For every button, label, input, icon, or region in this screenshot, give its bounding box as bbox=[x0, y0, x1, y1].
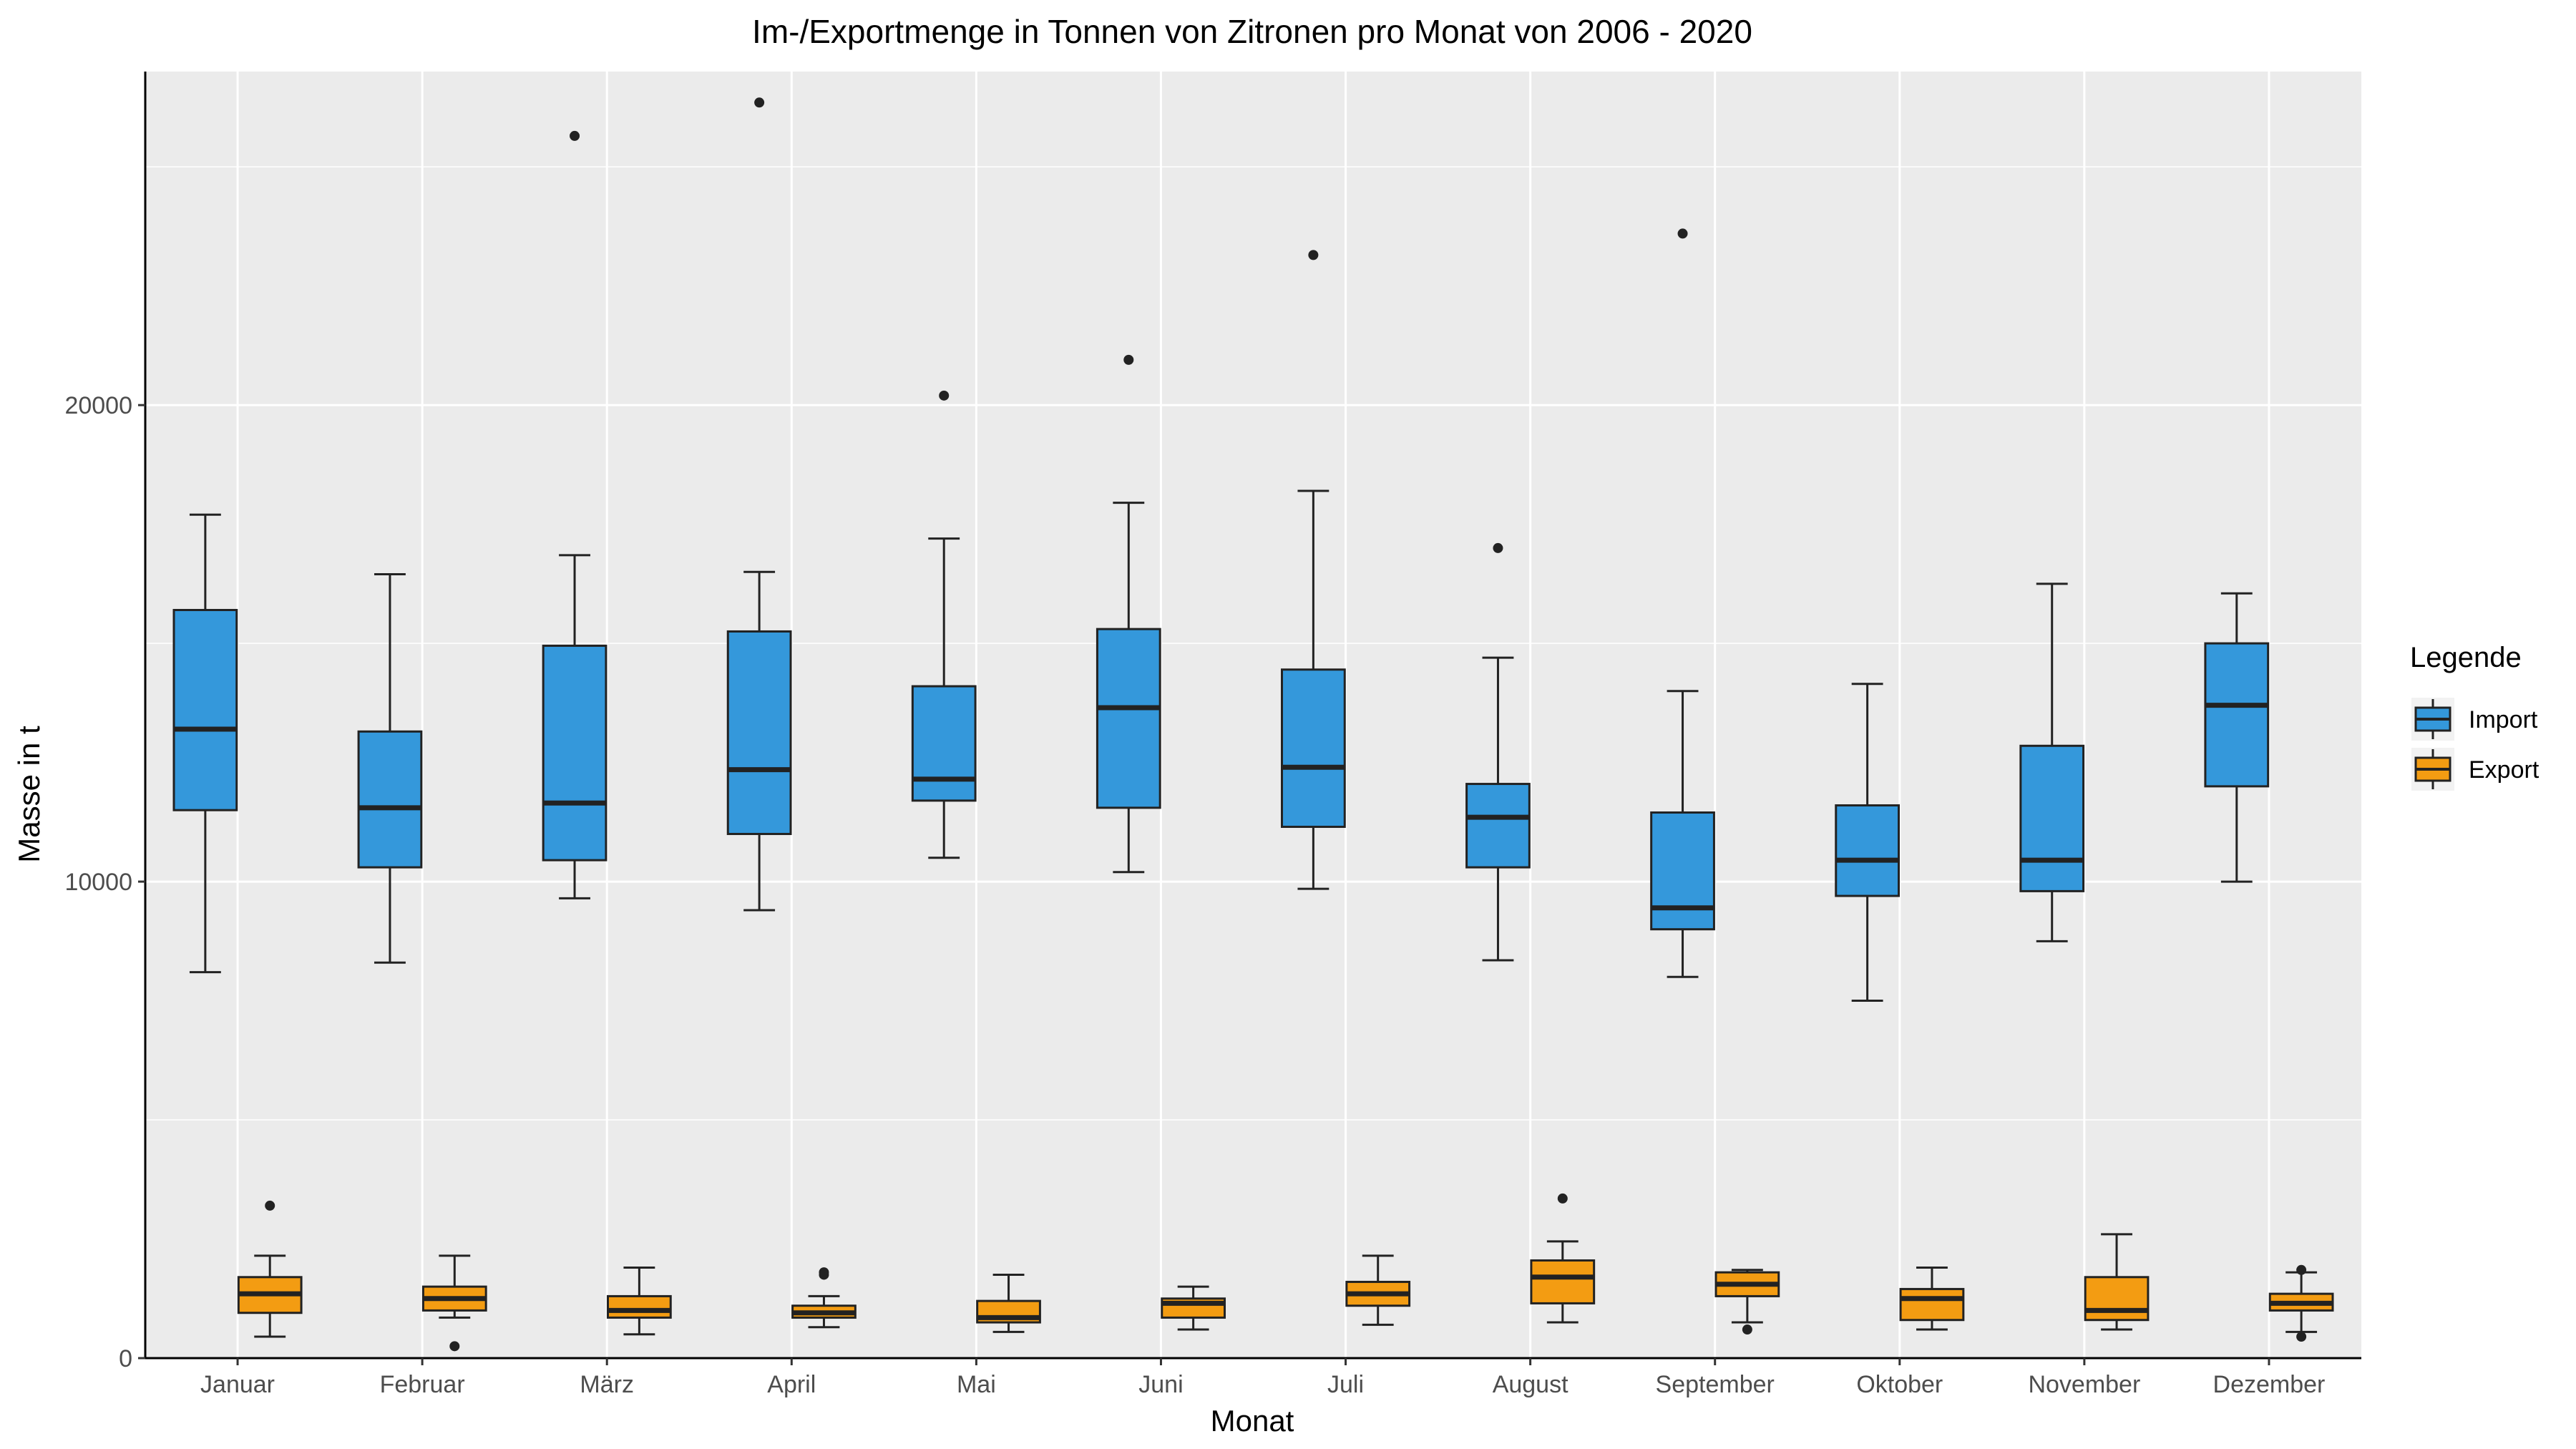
outlier-point bbox=[449, 1341, 460, 1352]
box-iqr bbox=[357, 730, 423, 869]
box-iqr bbox=[1899, 1287, 1965, 1322]
legend-item-export: Export bbox=[2411, 748, 2540, 791]
chart-title: Im-/Exportmenge in Tonnen von Zitronen p… bbox=[752, 13, 1752, 50]
import-box-Februar bbox=[357, 573, 423, 964]
outlier-point bbox=[819, 1269, 829, 1280]
legend-label: Import bbox=[2469, 706, 2538, 733]
import-box-Juni bbox=[1096, 354, 1161, 874]
box-iqr bbox=[726, 630, 792, 835]
box-iqr bbox=[2019, 744, 2085, 892]
export-box-Januar bbox=[237, 1200, 303, 1338]
export-box-Februar bbox=[421, 1254, 487, 1352]
plot-panel bbox=[145, 72, 2361, 1360]
outlier-point bbox=[1557, 1193, 1568, 1204]
box-iqr bbox=[1281, 668, 1346, 828]
legend: Legende Import Export bbox=[2410, 642, 2540, 791]
x-tick-label: November bbox=[2028, 1371, 2140, 1398]
import-box-September bbox=[1650, 228, 1715, 978]
x-tick-label: Oktober bbox=[1856, 1371, 1943, 1398]
outlier-point bbox=[754, 97, 765, 108]
legend-title: Legende bbox=[2410, 642, 2522, 673]
import-box-August bbox=[1465, 542, 1531, 962]
x-tick-label: Juli bbox=[1327, 1371, 1364, 1398]
export-box-März bbox=[606, 1266, 672, 1336]
box-iqr bbox=[1465, 783, 1531, 869]
box-iqr bbox=[2084, 1276, 2150, 1322]
outlier-point bbox=[1677, 228, 1688, 239]
export-box-Oktober bbox=[1899, 1266, 1965, 1331]
export-box-April bbox=[791, 1267, 857, 1329]
panel-background bbox=[145, 72, 2361, 1358]
x-tick-label: April bbox=[767, 1371, 816, 1398]
x-axis-title: Monat bbox=[1211, 1404, 1294, 1438]
box-iqr bbox=[1650, 811, 1715, 931]
export-box-Juni bbox=[1161, 1285, 1226, 1331]
y-tick-label: 0 bbox=[119, 1345, 132, 1372]
outlier-point bbox=[2296, 1332, 2307, 1342]
outlier-point bbox=[265, 1200, 275, 1211]
x-tick-label: Februar bbox=[380, 1371, 465, 1398]
boxes bbox=[172, 97, 2334, 1352]
outlier-point bbox=[570, 130, 580, 141]
y-tick-label: 20000 bbox=[64, 392, 132, 419]
legend-label: Export bbox=[2469, 756, 2540, 784]
export-box-Juli bbox=[1345, 1254, 1411, 1326]
axes: 0 10000 20000 Januar Februar März April Mai Juni… bbox=[64, 72, 2361, 1398]
outlier-point bbox=[1742, 1324, 1752, 1335]
x-tick-label: Juni bbox=[1138, 1371, 1183, 1398]
import-box-Oktober bbox=[1835, 683, 1901, 1002]
x-tick-label: Mai bbox=[957, 1371, 996, 1398]
box-iqr bbox=[542, 644, 608, 862]
y-tick-label: 10000 bbox=[64, 869, 132, 896]
x-tick-label: September bbox=[1656, 1371, 1775, 1398]
box-iqr bbox=[1835, 804, 1901, 897]
import-box-Dezember bbox=[2204, 592, 2270, 883]
export-box-August bbox=[1530, 1193, 1596, 1324]
import-box-November bbox=[2019, 582, 2085, 942]
box-iqr bbox=[606, 1294, 672, 1319]
outlier-point bbox=[939, 390, 950, 401]
outlier-point bbox=[2296, 1264, 2307, 1275]
x-tick-label: März bbox=[580, 1371, 634, 1398]
x-tick-label: Dezember bbox=[2213, 1371, 2326, 1398]
outlier-point bbox=[1493, 542, 1503, 553]
box-iqr bbox=[2204, 642, 2270, 788]
import-box-April bbox=[726, 97, 792, 912]
export-box-Mai bbox=[976, 1273, 1041, 1333]
outlier-point bbox=[1123, 354, 1134, 365]
box-iqr bbox=[172, 608, 238, 811]
import-box-Juli bbox=[1281, 250, 1346, 890]
x-tick-label: August bbox=[1493, 1371, 1568, 1398]
export-box-November bbox=[2084, 1233, 2150, 1331]
legend-item-import: Import bbox=[2411, 698, 2538, 741]
outlier-point bbox=[1308, 250, 1319, 260]
import-box-Januar bbox=[172, 513, 238, 974]
export-box-September bbox=[1714, 1269, 1780, 1335]
box-iqr bbox=[1530, 1259, 1596, 1304]
x-tick-label: Januar bbox=[200, 1371, 275, 1398]
y-axis-title: Masse in t bbox=[12, 726, 46, 863]
import-box-März bbox=[542, 130, 608, 899]
box-iqr bbox=[911, 685, 977, 802]
box-iqr bbox=[1096, 628, 1161, 809]
export-box-Dezember bbox=[2268, 1264, 2334, 1342]
import-box-Mai bbox=[911, 390, 977, 859]
